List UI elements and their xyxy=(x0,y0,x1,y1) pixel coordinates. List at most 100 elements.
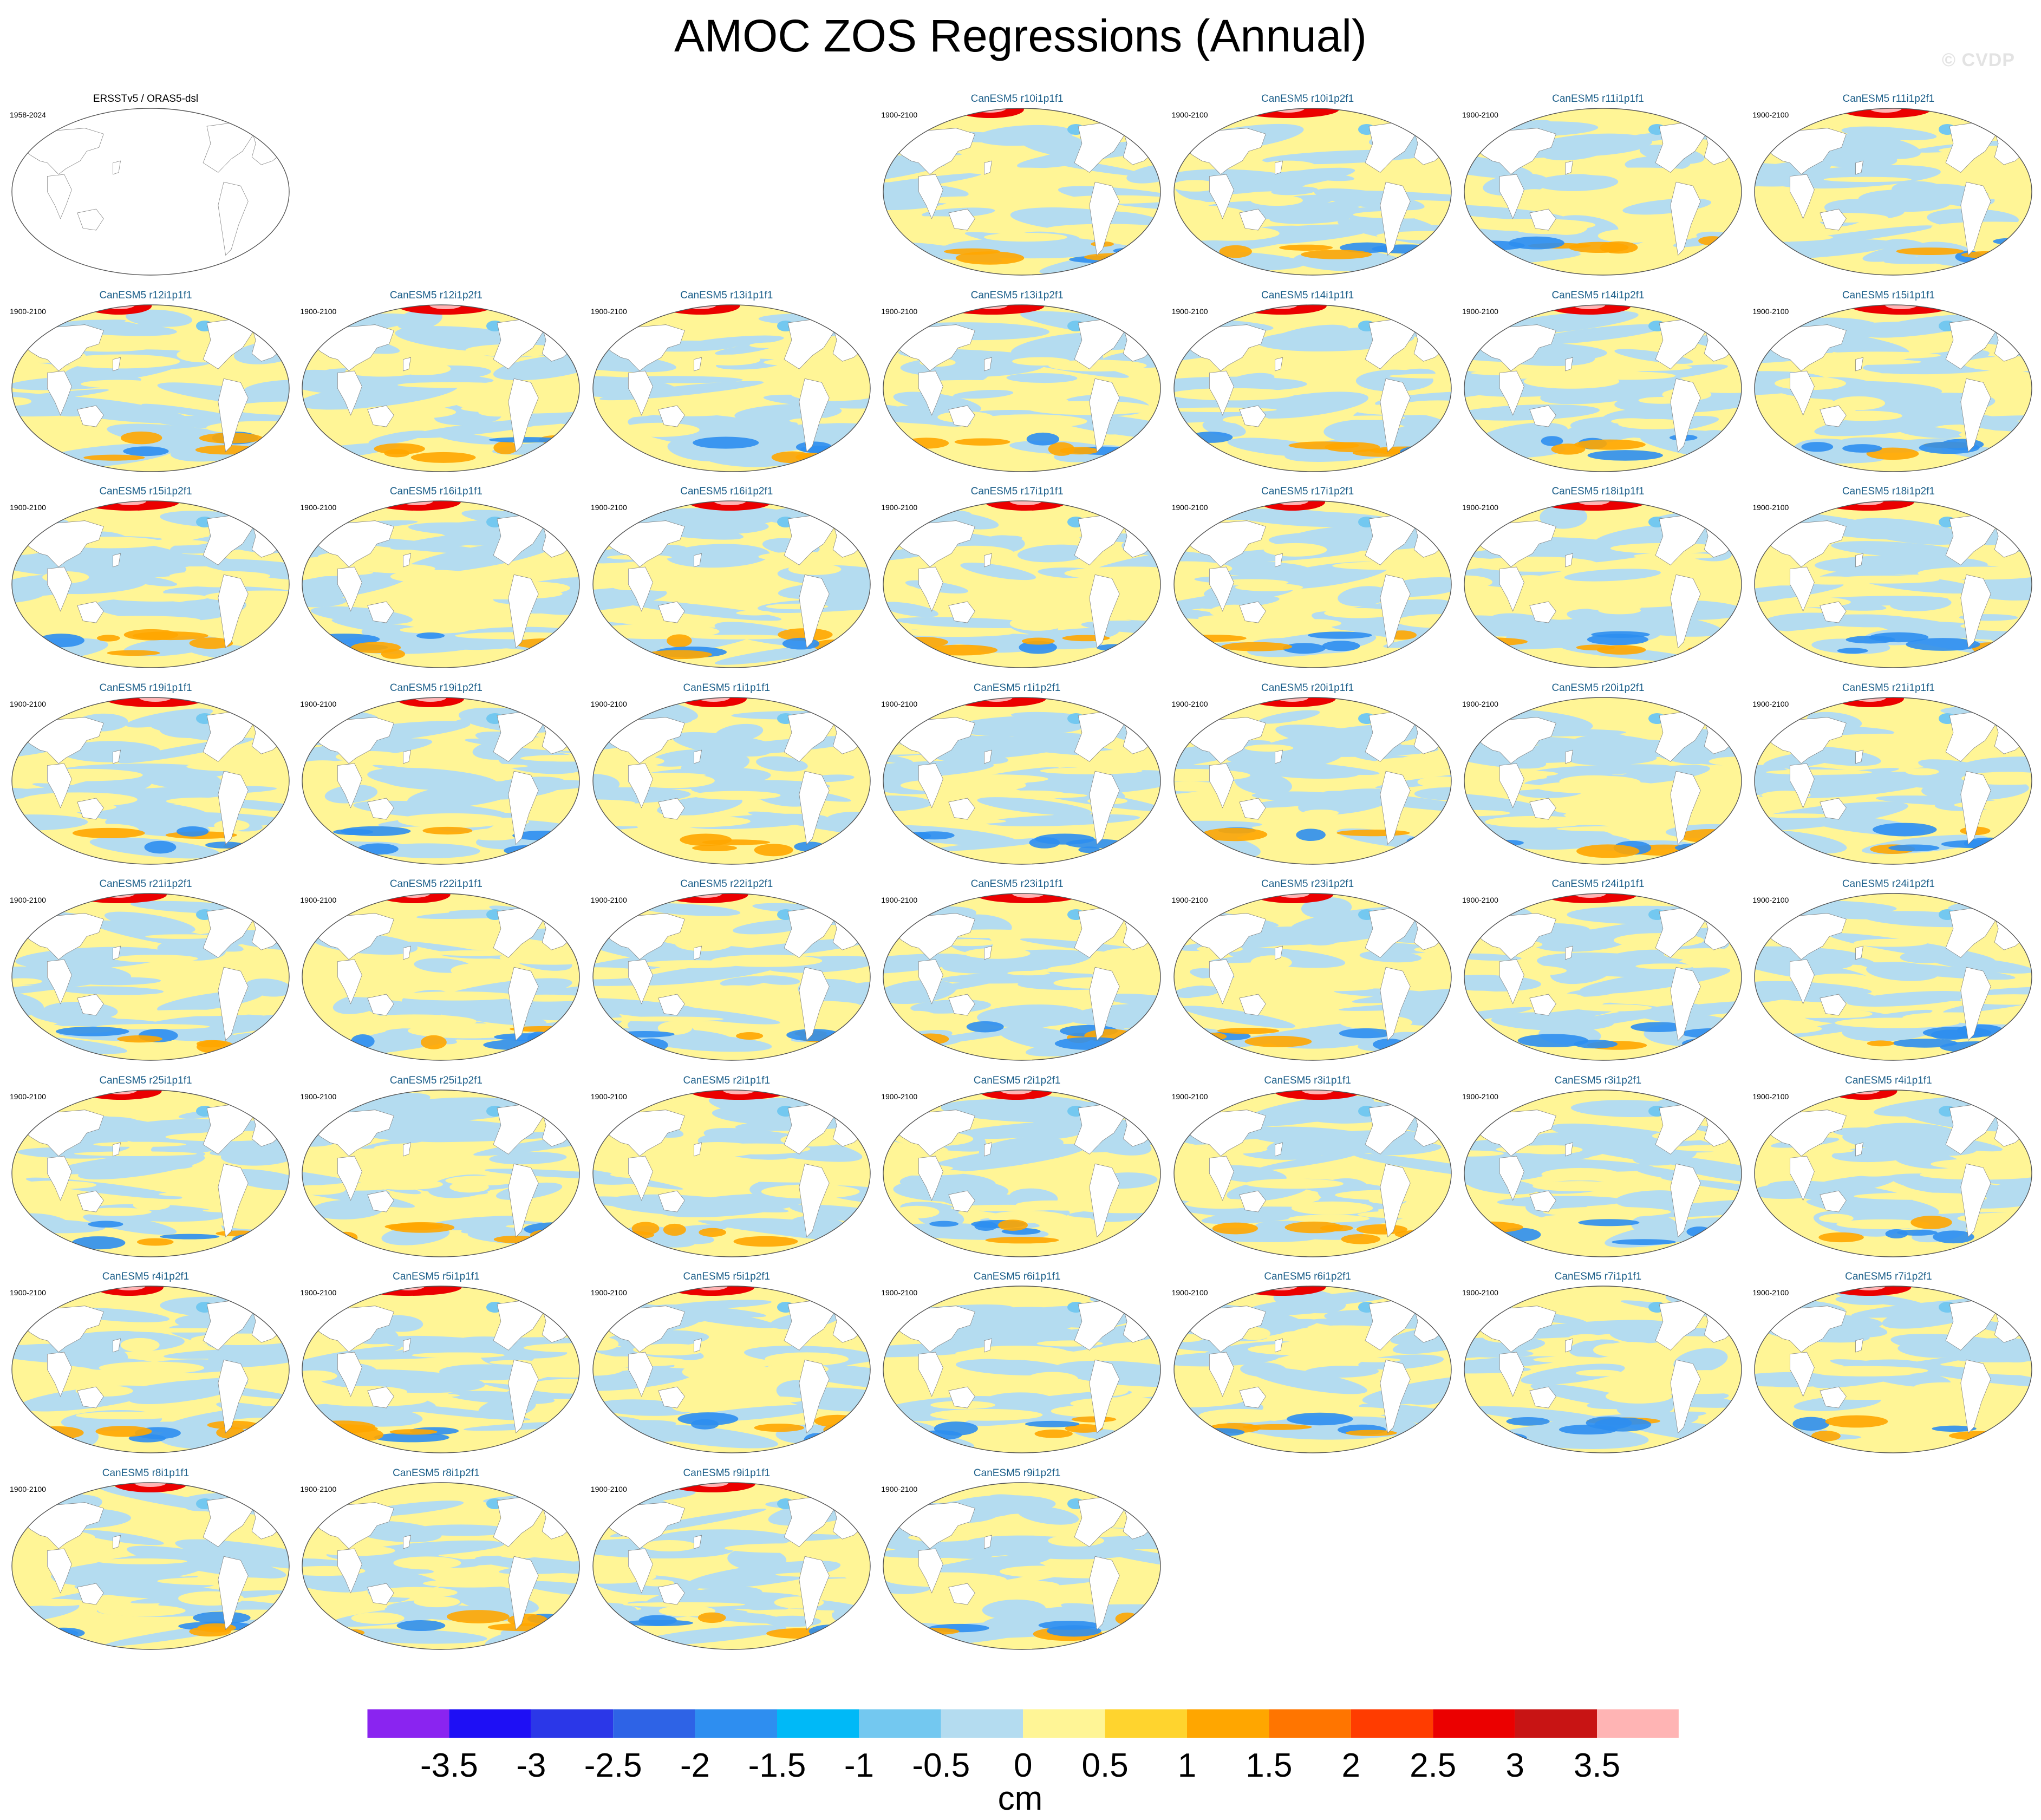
model-panel: CanESM5 r20i1p2f1 1900-2100 xyxy=(1455,682,1742,872)
panel-title: CanESM5 r1i1p2f1 xyxy=(973,682,1061,694)
colorbar-tick-label: 1.5 xyxy=(1246,1747,1293,1784)
model-panel: CanESM5 r5i1p2f1 1900-2100 xyxy=(583,1271,871,1460)
regression-map xyxy=(883,1286,1161,1453)
regression-map xyxy=(1464,304,1742,472)
panel-period: 1900-2100 xyxy=(300,1288,337,1297)
colorbar-box xyxy=(1351,1709,1433,1738)
panel-period: 1900-2100 xyxy=(1462,306,1498,316)
panel-title: CanESM5 r9i1p2f1 xyxy=(973,1467,1061,1479)
panel-title: CanESM5 r18i1p1f1 xyxy=(1551,486,1645,497)
colorbar-units: cm xyxy=(997,1780,1043,1817)
regression-map xyxy=(592,696,871,865)
panel-period: 1900-2100 xyxy=(1752,503,1789,512)
panel-period: 1900-2100 xyxy=(881,1288,918,1297)
colorbar: -3.5 -3 -2.5 -2 -1.5 -1 -0.5 0 0.5 1 1.5 2 2.5 3 3.5 c… xyxy=(0,1706,2041,1820)
panel-period: 1900-2100 xyxy=(1462,699,1498,708)
regression-map xyxy=(883,304,1161,472)
panel-title: CanESM5 r4i1p2f1 xyxy=(102,1271,190,1282)
panel-title: CanESM5 r16i1p2f1 xyxy=(680,486,773,497)
panel-period: 1900-2100 xyxy=(1462,1092,1498,1101)
panel-period: 1900-2100 xyxy=(881,306,918,316)
panel-title: CanESM5 r13i1p1f1 xyxy=(680,289,773,301)
panel-period: 1900-2100 xyxy=(1171,1288,1208,1297)
colorbar-box xyxy=(1105,1709,1187,1738)
model-panel: CanESM5 r15i1p2f1 1900-2100 xyxy=(2,486,290,675)
model-panel: CanESM5 r7i1p1f1 1900-2100 xyxy=(1455,1271,1742,1460)
panel-period: 1900-2100 xyxy=(1752,896,1789,904)
panel-title: CanESM5 r7i1p1f1 xyxy=(1554,1271,1642,1282)
regression-map xyxy=(11,1286,290,1453)
regression-map xyxy=(1464,696,1742,865)
model-panel: CanESM5 r2i1p1f1 1900-2100 xyxy=(583,1074,871,1264)
regression-map xyxy=(302,500,581,668)
panel-title: CanESM5 r21i1p2f1 xyxy=(99,878,192,890)
panel-title: CanESM5 r2i1p1f1 xyxy=(683,1074,771,1086)
panel-title: CanESM5 r16i1p1f1 xyxy=(389,486,482,497)
colorbar-tick-label: 0.5 xyxy=(1081,1747,1129,1784)
model-panel: CanESM5 r25i1p1f1 1900-2100 xyxy=(2,1075,290,1264)
panel-period: 1900-2100 xyxy=(590,1092,627,1101)
observation-panel: ERSSTv5 / ORAS5-dsl 1958-2024 xyxy=(2,93,290,283)
panel-title: CanESM5 r6i1p2f1 xyxy=(1264,1271,1351,1282)
panel-title: CanESM5 r22i1p1f1 xyxy=(389,878,482,890)
panel-period: 1900-2100 xyxy=(1171,896,1208,904)
regression-map xyxy=(883,108,1161,276)
regression-map xyxy=(302,304,581,472)
model-panel: CanESM5 r19i1p2f1 1900-2100 xyxy=(292,682,581,872)
panel-title: CanESM5 r11i1p1f1 xyxy=(1552,93,1644,105)
colorbar-box xyxy=(1187,1709,1269,1738)
regression-map xyxy=(1464,1089,1742,1257)
colorbar-box xyxy=(695,1709,777,1738)
colorbar-box xyxy=(1269,1709,1351,1738)
regression-map xyxy=(883,1482,1161,1650)
colorbar-tick-label: -2 xyxy=(680,1747,710,1784)
colorbar-box xyxy=(1433,1709,1515,1738)
model-panel: CanESM5 r13i1p2f1 1900-2100 xyxy=(873,290,1161,479)
colorbar-box xyxy=(1023,1709,1105,1738)
panel-period: 1900-2100 xyxy=(10,1092,46,1101)
panel-period: 1900-2100 xyxy=(881,110,918,119)
panel-period: 1900-2100 xyxy=(590,1484,627,1493)
panel-title: CanESM5 r20i1p2f1 xyxy=(1551,682,1645,694)
panel-title: CanESM5 r5i1p2f1 xyxy=(683,1271,771,1282)
regression-map xyxy=(1464,500,1742,668)
panel-title: CanESM5 r19i1p1f1 xyxy=(99,682,192,694)
panel-period: 1900-2100 xyxy=(1752,110,1789,119)
panel-period: 1900-2100 xyxy=(1462,503,1498,512)
regression-map xyxy=(592,500,871,668)
panel-title: ERSSTv5 / ORAS5-dsl xyxy=(93,93,199,105)
panel-period: 1900-2100 xyxy=(300,503,337,512)
regression-map xyxy=(11,108,290,276)
model-panel: CanESM5 r13i1p1f1 1900-2100 xyxy=(583,289,871,479)
panel-period: 1958-2024 xyxy=(10,110,46,119)
model-panel: CanESM5 r23i1p1f1 1900-2100 xyxy=(873,878,1161,1068)
regression-map xyxy=(1173,893,1452,1061)
model-panel: CanESM5 r6i1p1f1 1900-2100 xyxy=(873,1271,1161,1460)
panel-title: CanESM5 r25i1p2f1 xyxy=(389,1074,482,1086)
watermark: © CVDP xyxy=(1942,50,2015,70)
panel-period: 1900-2100 xyxy=(590,699,627,708)
panel-title: CanESM5 r11i1p2f1 xyxy=(1842,93,1935,105)
panel-title: CanESM5 r24i1p2f1 xyxy=(1842,878,1935,890)
panel-title: CanESM5 r14i1p1f1 xyxy=(1261,289,1354,301)
model-panel: CanESM5 r1i1p1f1 1900-2100 xyxy=(583,682,871,872)
colorbar-box xyxy=(531,1709,614,1738)
model-panel: CanESM5 r22i1p2f1 1900-2100 xyxy=(583,878,871,1068)
regression-map xyxy=(302,1482,581,1650)
model-panel: CanESM5 r9i1p2f1 1900-2100 xyxy=(873,1467,1161,1657)
panel-title: CanESM5 r1i1p1f1 xyxy=(683,682,771,694)
panel-period: 1900-2100 xyxy=(881,503,918,512)
panel-period: 1900-2100 xyxy=(10,503,46,512)
model-panel: CanESM5 r10i1p2f1 1900-2100 xyxy=(1164,93,1452,283)
panel-period: 1900-2100 xyxy=(590,503,627,512)
colorbar-tick-label: -1 xyxy=(844,1747,874,1784)
panel-period: 1900-2100 xyxy=(881,699,918,708)
regression-map xyxy=(11,893,290,1061)
panel-title: CanESM5 r12i1p1f1 xyxy=(99,289,192,301)
colorbar-tick-label: 1 xyxy=(1177,1747,1197,1784)
regression-map xyxy=(1173,1286,1452,1453)
panel-title: CanESM5 r15i1p1f1 xyxy=(1842,289,1935,301)
panel-title: CanESM5 r18i1p2f1 xyxy=(1842,486,1935,497)
model-panel: CanESM5 r14i1p1f1 1900-2100 xyxy=(1164,289,1452,479)
model-panel: CanESM5 r3i1p2f1 1900-2100 xyxy=(1455,1075,1742,1264)
